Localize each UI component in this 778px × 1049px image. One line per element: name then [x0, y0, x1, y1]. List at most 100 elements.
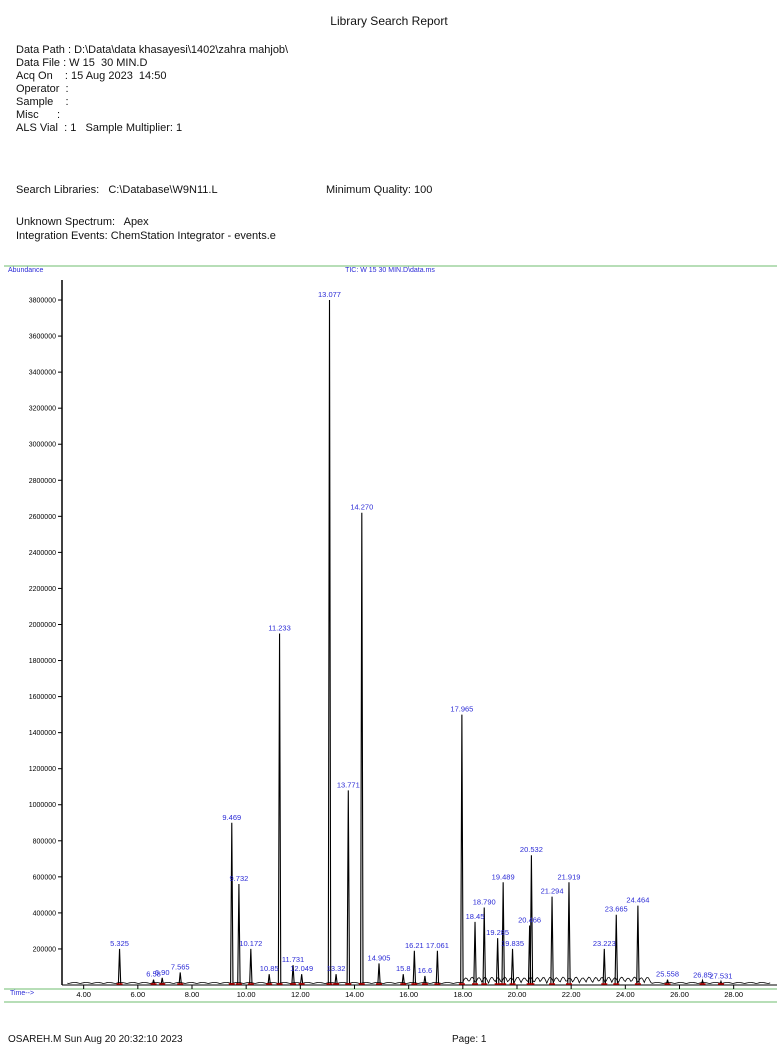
baseline-trace: [67, 976, 771, 985]
x-tick-label: 10.00: [237, 990, 256, 999]
peak: [435, 950, 440, 986]
peak: [377, 963, 381, 986]
peak-label: 13.32: [327, 964, 346, 973]
x-tick-label: 12.00: [291, 990, 310, 999]
data-file: Data File : W 15 30 MIN.D: [16, 57, 148, 69]
y-tick-label: 2400000: [29, 550, 56, 557]
peak-label: 6.58: [146, 970, 161, 979]
peak: [299, 974, 304, 986]
report-title: Library Search Report: [330, 14, 448, 28]
peak: [178, 972, 182, 986]
minimum-quality: Minimum Quality: 100: [326, 184, 433, 196]
sample: Sample :: [16, 96, 69, 108]
peak-label: 19.489: [492, 872, 515, 881]
y-axis-label: Abundance: [8, 267, 44, 274]
peak-label: 20.466: [518, 916, 541, 925]
peak-label: 27.531: [709, 971, 732, 980]
y-tick-label: 2000000: [29, 622, 56, 629]
peak-label: 18.45: [466, 912, 485, 921]
y-tick-label: 800000: [33, 838, 56, 845]
peak-label: 16.6: [418, 966, 433, 975]
page-number: Page: 1: [452, 1034, 487, 1045]
peak: [473, 921, 477, 986]
peak-label: 9.469: [222, 813, 241, 822]
peak: [117, 948, 122, 986]
peak: [636, 905, 640, 986]
peak-label: 9.732: [230, 874, 249, 883]
peak: [291, 965, 295, 986]
peak-label: 5.325: [110, 939, 129, 948]
data-path: Data Path : D:\Data\data khasayesi\1402\…: [16, 44, 289, 56]
search-libraries: Search Libraries: C:\Database\W9N11.L: [16, 184, 218, 196]
peak-label: 16.21: [405, 941, 424, 950]
peak-label: 10.85: [260, 964, 279, 973]
y-tick-label: 2600000: [29, 514, 56, 521]
peak-labels: 5.3256.586.907.5659.4699.73210.17210.851…: [110, 290, 732, 980]
chart-title: TIC: W 15 30 MIN.D\data.ms: [345, 267, 435, 274]
y-tick-label: 3200000: [29, 406, 56, 413]
unknown-spectrum: Unknown Spectrum: Apex: [16, 216, 149, 228]
peak-label: 11.731: [282, 955, 304, 964]
y-tick-label: 3800000: [29, 298, 56, 305]
peak: [237, 884, 241, 986]
y-tick-label: 2200000: [29, 586, 56, 593]
peak-label: 18.790: [473, 897, 496, 906]
als-vial: ALS Vial : 1 Sample Multiplier: 1: [16, 122, 183, 134]
x-tick-label: 8.00: [185, 990, 200, 999]
peak: [249, 948, 253, 986]
x-tick-label: 22.00: [562, 990, 581, 999]
x-tick-label: 24.00: [616, 990, 635, 999]
peak: [665, 979, 670, 986]
peak: [567, 882, 571, 986]
peak: [501, 882, 505, 986]
peak-label: 6.90: [155, 968, 170, 977]
x-tick-label: 18.00: [453, 990, 472, 999]
peak-label: 13.077: [318, 290, 341, 299]
peak: [602, 948, 607, 986]
y-tick-label: 600000: [33, 874, 56, 881]
peak-label: 19.835: [501, 939, 524, 948]
peak: [550, 896, 554, 986]
peak-traces: [116, 300, 724, 986]
misc: Misc :: [16, 109, 60, 121]
y-tick-label: 200000: [33, 946, 56, 953]
peak: [267, 974, 271, 986]
peak: [334, 974, 338, 986]
peak: [360, 512, 364, 986]
peak-label: 12.049: [290, 964, 313, 973]
peak-label: 26.85: [693, 970, 712, 979]
peak: [346, 790, 351, 986]
peak: [327, 300, 332, 986]
x-tick-label: 4.00: [76, 990, 91, 999]
peak-label: 23.223: [593, 939, 616, 948]
peak: [510, 948, 515, 986]
peak: [614, 914, 619, 986]
peak-label: 14.270: [350, 503, 373, 512]
peak-label: 13.771: [337, 780, 360, 789]
peak: [230, 822, 234, 986]
peak: [529, 855, 534, 986]
y-tick-label: 3400000: [29, 370, 56, 377]
peak-label: 25.558: [656, 970, 679, 979]
y-tick-label: 1600000: [29, 694, 56, 701]
peak: [482, 907, 486, 986]
y-axis: 200000 400000 600000 800000 1000000 1200000 14…: [29, 298, 62, 953]
peak-label: 10.172: [239, 939, 262, 948]
x-tick-label: 14.00: [345, 990, 364, 999]
peak: [160, 977, 164, 986]
peak-label: 17.061: [426, 941, 449, 950]
x-axis: 4.00 6.00 8.00 10.00 12.00 14.00 16.00 18.00 20.…: [76, 985, 743, 999]
y-tick-label: 3600000: [29, 334, 56, 341]
peak-label: 20.532: [520, 845, 543, 854]
x-tick-label: 28.00: [724, 990, 743, 999]
peak: [151, 979, 156, 986]
x-tick-label: 16.00: [399, 990, 418, 999]
peak: [277, 633, 282, 986]
peak: [401, 974, 405, 986]
x-axis-label: Time-->: [10, 990, 34, 997]
integration-events: Integration Events: ChemStation Integrat…: [16, 230, 276, 242]
peak-label: 21.294: [541, 887, 564, 896]
acq-on: Acq On : 15 Aug 2023 14:50: [16, 70, 167, 82]
report-metadata: Data Path : D:\Data\data khasayesi\1402\…: [16, 44, 288, 135]
